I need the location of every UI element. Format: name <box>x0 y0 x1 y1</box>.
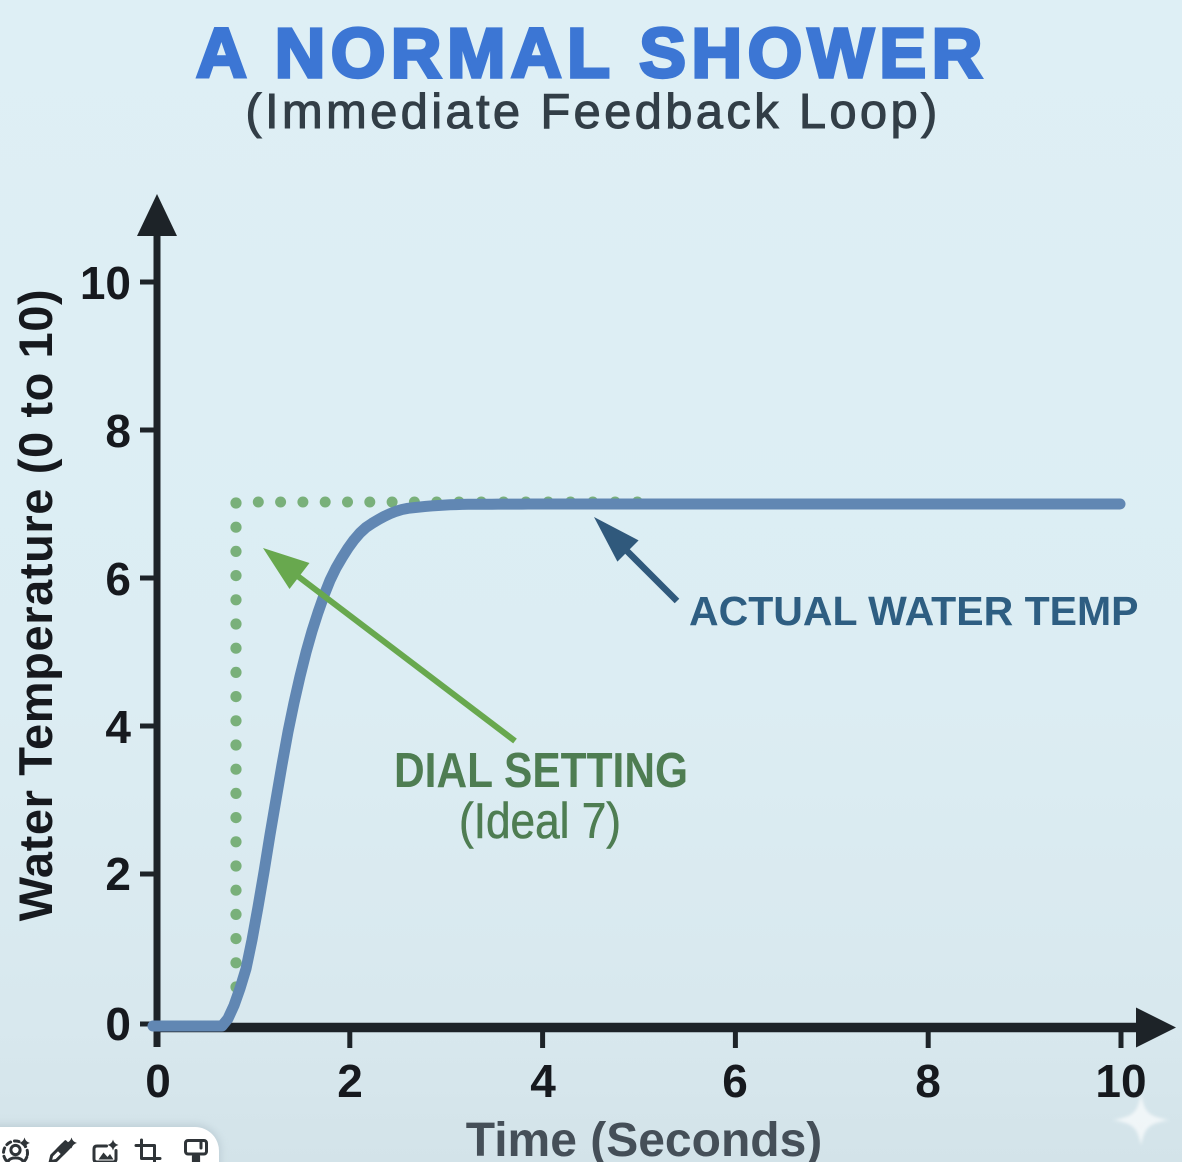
svg-text:(Ideal 7): (Ideal 7) <box>459 793 621 849</box>
svg-text:Time (Seconds): Time (Seconds) <box>466 1114 823 1162</box>
svg-text:2: 2 <box>337 1055 363 1107</box>
svg-text:0: 0 <box>145 1055 171 1107</box>
svg-text:4: 4 <box>530 1055 556 1107</box>
svg-text:6: 6 <box>722 1055 748 1107</box>
svg-text:8: 8 <box>105 405 131 457</box>
svg-text:A NORMAL SHOWER: A NORMAL SHOWER <box>196 14 988 92</box>
svg-text:8: 8 <box>915 1055 941 1107</box>
svg-text:4: 4 <box>105 701 131 753</box>
svg-text:DIAL SETTING: DIAL SETTING <box>394 744 688 798</box>
svg-text:6: 6 <box>105 553 131 605</box>
svg-text:2: 2 <box>105 848 131 900</box>
svg-text:ACTUAL WATER TEMP: ACTUAL WATER TEMP <box>689 588 1138 634</box>
svg-text:0: 0 <box>105 998 131 1050</box>
svg-text:(Immediate Feedback Loop): (Immediate Feedback Loop) <box>245 85 940 139</box>
svg-text:10: 10 <box>80 257 131 309</box>
svg-text:Water Temperature (0 to 10): Water Temperature (0 to 10) <box>9 289 62 922</box>
svg-text:10: 10 <box>1095 1055 1146 1107</box>
